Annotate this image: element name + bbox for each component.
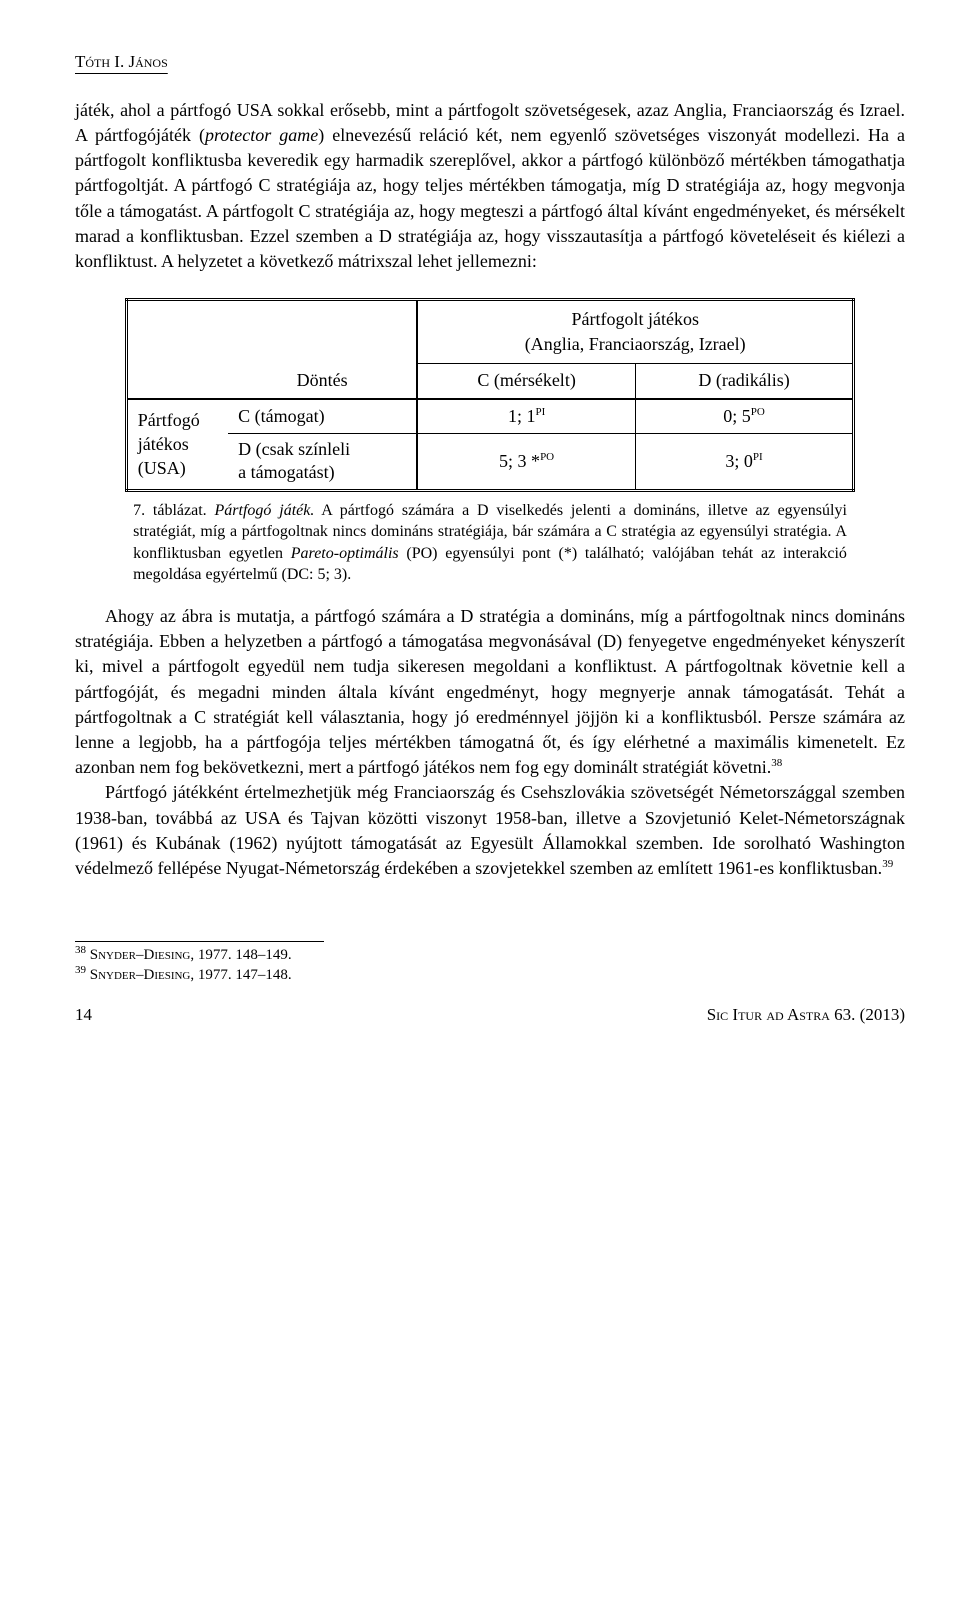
fn38-rest: , 1977. 148–149. bbox=[190, 947, 291, 963]
cell-CD-val: 0; 5 bbox=[723, 406, 751, 426]
row-C-label: C (támogat) bbox=[228, 399, 417, 434]
cell-DD-sup: PI bbox=[753, 451, 763, 463]
row-player-l2: játékos bbox=[138, 434, 189, 454]
cell-CD-sup: PO bbox=[751, 406, 765, 418]
cell-DD: 3; 0PI bbox=[635, 433, 853, 490]
row-player-l3: (USA) bbox=[138, 458, 186, 478]
paragraph-1: játék, ahol a pártfogó USA sokkal erőseb… bbox=[75, 98, 905, 274]
cell-DD-val: 3; 0 bbox=[725, 451, 753, 471]
cell-CC: 1; 1PI bbox=[417, 399, 635, 434]
p3-footnote-ref: 39 bbox=[882, 858, 893, 870]
caption-title: Pártfogó játék. bbox=[215, 502, 315, 519]
fn39-author: Snyder–Diesing bbox=[90, 967, 191, 983]
cell-CC-val: 1; 1 bbox=[508, 406, 536, 426]
row-D-label: D (csak színleli a támogatást) bbox=[228, 433, 417, 490]
p3-text: Pártfogó játékként értelmezhetjük még Fr… bbox=[75, 782, 905, 878]
p1-italic: protector game bbox=[205, 125, 318, 145]
table-caption: 7. táblázat. Pártfogó játék. A pártfogó … bbox=[133, 500, 847, 586]
row-D-l2: a támogatást) bbox=[238, 462, 334, 482]
fn39-num: 39 bbox=[75, 964, 86, 976]
footnote-38: 38 Snyder–Diesing, 1977. 148–149. bbox=[75, 946, 905, 966]
cell-DC-sup: PO bbox=[540, 451, 554, 463]
col-player-header: Pártfogolt játékos (Anglia, Franciaorszá… bbox=[417, 300, 853, 364]
cell-DC-val: 5; 3 * bbox=[499, 451, 540, 471]
fn39-rest: , 1977. 147–148. bbox=[190, 967, 291, 983]
fn38-num: 38 bbox=[75, 944, 86, 956]
cell-CC-sup: PI bbox=[535, 406, 545, 418]
p2-text: Ahogy az ábra is mutatja, a pártfogó szá… bbox=[75, 606, 905, 777]
paragraph-3: Pártfogó játékként értelmezhetjük még Fr… bbox=[75, 780, 905, 881]
fn38-author: Snyder–Diesing bbox=[90, 947, 191, 963]
cell-DC: 5; 3 *PO bbox=[417, 433, 635, 490]
p2-footnote-ref: 38 bbox=[771, 757, 782, 769]
decision-label: Döntés bbox=[228, 364, 417, 399]
caption-num: 7. táblázat. bbox=[133, 502, 214, 519]
p1-post: ) elnevezésű reláció két, nem egyenlő sz… bbox=[75, 125, 905, 271]
page-number: 14 bbox=[75, 1003, 92, 1027]
page-footer: 14 Sic Itur ad Astra 63. (2013) bbox=[75, 1003, 905, 1027]
cell-CD: 0; 5PO bbox=[635, 399, 853, 434]
author-name: Tóth I. János bbox=[75, 50, 905, 74]
footnote-39: 39 Snyder–Diesing, 1977. 147–148. bbox=[75, 966, 905, 986]
journal-name: Sic Itur ad Astra bbox=[707, 1005, 830, 1024]
caption-ital: Pareto-optimális bbox=[291, 545, 399, 562]
row-player-header: Pártfogó játékos (USA) bbox=[126, 399, 228, 490]
payoff-matrix-table: Pártfogolt játékos (Anglia, Franciaorszá… bbox=[125, 298, 855, 492]
paragraph-2: Ahogy az ábra is mutatja, a pártfogó szá… bbox=[75, 604, 905, 780]
col-C-label: C (mérsékelt) bbox=[417, 364, 635, 399]
row-player-l1: Pártfogó bbox=[138, 410, 200, 430]
col-D-label: D (radikális) bbox=[635, 364, 853, 399]
row-D-l1: D (csak színleli bbox=[238, 439, 350, 459]
issue: 63. (2013) bbox=[830, 1005, 905, 1024]
footnote-separator bbox=[75, 941, 324, 942]
journal-ref: Sic Itur ad Astra 63. (2013) bbox=[707, 1003, 905, 1027]
